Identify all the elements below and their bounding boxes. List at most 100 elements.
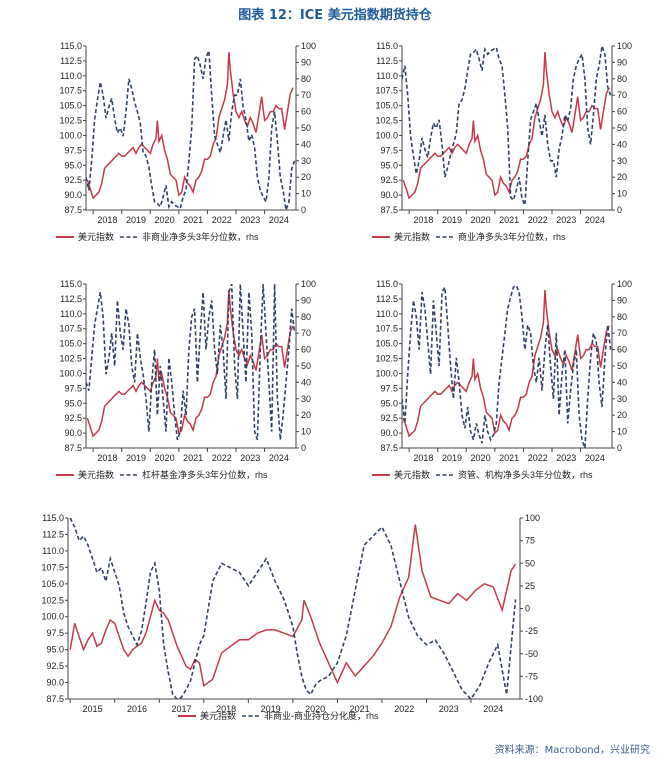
right-tick-label: 75 <box>525 536 535 546</box>
left-tick-label: 92.5 <box>46 661 64 671</box>
left-tick-label: 110.0 <box>376 71 398 81</box>
left-tick-label: 90.0 <box>64 428 82 438</box>
left-tick-label: 87.5 <box>380 205 398 215</box>
right-tick-label: 60 <box>301 107 311 117</box>
positioning-series-line <box>69 518 517 699</box>
right-tick-label: 25 <box>525 581 535 591</box>
figure-title: 图表 12：ICE 美元指数期货持仓 <box>238 8 432 23</box>
left-tick-label: 90.0 <box>380 190 398 200</box>
x-tick-label: 2021 <box>183 215 203 225</box>
right-tick-label: 40 <box>301 139 311 149</box>
chart-asset-managers: 87.5 90.0 92.5 95.0 97.5 100.0 102.5 105.0 107.5… <box>372 279 632 480</box>
right-tick-label: 20 <box>301 172 311 182</box>
right-tick-label: 50 <box>617 123 627 133</box>
legend-label-dollar-index: 美元指数 <box>200 710 236 721</box>
left-tick-label: 110.0 <box>42 546 64 556</box>
left-tick-label: 107.5 <box>41 562 64 572</box>
left-tick-label: 115.0 <box>376 41 398 51</box>
left-tick-label: 95.0 <box>64 160 82 170</box>
left-tick-label: 95.0 <box>380 398 398 408</box>
x-tick-label: 2019 <box>126 215 146 225</box>
left-tick-label: 110.0 <box>60 309 82 319</box>
right-tick-label: 60 <box>617 345 627 355</box>
left-tick-label: 112.5 <box>376 294 398 304</box>
x-tick-label: 2019 <box>126 453 146 463</box>
right-tick-label: 20 <box>617 410 627 420</box>
right-tick-label: 90 <box>301 295 311 305</box>
right-tick-label: 60 <box>617 107 627 117</box>
right-tick-label: 30 <box>301 394 311 404</box>
left-tick-label: 107.5 <box>59 324 82 334</box>
right-tick-label: 0 <box>301 205 306 215</box>
left-tick-label: 105.0 <box>59 339 82 349</box>
left-tick-label: 97.5 <box>380 383 398 393</box>
left-tick-label: 100.0 <box>41 612 64 622</box>
left-tick-label: 107.5 <box>375 324 398 334</box>
legend-label-positioning: 杠杆基金净多头3年分位数，rhs <box>142 469 268 480</box>
right-tick-label: 100 <box>525 513 540 523</box>
left-tick-label: 92.5 <box>64 175 82 185</box>
right-tick-label: 30 <box>301 156 311 166</box>
right-tick-label: 100 <box>301 279 316 289</box>
left-tick-label: 87.5 <box>380 443 398 453</box>
x-tick-label: 2020 <box>155 215 175 225</box>
left-tick-label: 115.0 <box>42 513 64 523</box>
x-tick-label: 2024 <box>585 215 605 225</box>
positioning-series-line <box>402 46 612 206</box>
right-tick-label: 40 <box>301 377 311 387</box>
x-tick-label: 2018 <box>216 704 236 714</box>
right-tick-label: 100 <box>617 279 632 289</box>
right-tick-label: -50 <box>525 649 538 659</box>
x-tick-label: 2022 <box>528 215 548 225</box>
x-tick-label: 2023 <box>240 215 260 225</box>
left-tick-label: 95.0 <box>64 398 82 408</box>
x-tick-label: 2018 <box>97 215 117 225</box>
x-tick-label: 2024 <box>483 704 503 714</box>
right-tick-label: 40 <box>617 377 627 387</box>
left-tick-label: 87.5 <box>46 694 64 704</box>
right-tick-label: 60 <box>301 345 311 355</box>
x-tick-label: 2020 <box>305 704 325 714</box>
right-tick-label: 10 <box>301 427 311 437</box>
x-tick-label: 2020 <box>471 453 491 463</box>
chart-noncommercial: 87.5 90.0 92.5 95.0 97.5 100.0 102.5 105.0 107.5… <box>56 41 316 242</box>
chart-leveraged-funds: 87.5 90.0 92.5 95.0 97.5 100.0 102.5 105.0 107.5… <box>56 279 316 480</box>
x-tick-label: 2017 <box>172 704 192 714</box>
right-tick-label: 30 <box>617 156 627 166</box>
chart-commercial: 87.5 90.0 92.5 95.0 97.5 100.0 102.5 105.0 107.5… <box>372 41 632 242</box>
left-tick-label: 102.5 <box>375 354 398 364</box>
left-tick-label: 112.5 <box>60 294 82 304</box>
positioning-series-line <box>86 284 296 441</box>
right-tick-label: 70 <box>617 90 627 100</box>
x-tick-label: 2019 <box>442 215 462 225</box>
left-tick-label: 105.0 <box>59 101 82 111</box>
x-tick-label: 2023 <box>240 453 260 463</box>
right-tick-label: 70 <box>301 328 311 338</box>
legend-label-positioning: 非商业净多头3年分位数，rhs <box>142 231 259 242</box>
x-tick-label: 2015 <box>82 704 102 714</box>
left-tick-label: 100.0 <box>59 368 82 378</box>
left-tick-label: 110.0 <box>60 71 82 81</box>
left-tick-label: 107.5 <box>375 86 398 96</box>
left-tick-label: 102.5 <box>59 354 82 364</box>
left-tick-label: 112.5 <box>376 56 398 66</box>
positioning-series-line <box>86 50 296 210</box>
right-tick-label: 0 <box>525 604 530 614</box>
right-tick-label: 20 <box>617 172 627 182</box>
left-tick-label: 95.0 <box>46 645 64 655</box>
left-tick-label: 107.5 <box>59 86 82 96</box>
right-tick-label: 0 <box>617 205 622 215</box>
left-tick-label: 97.5 <box>64 145 82 155</box>
left-tick-label: 100.0 <box>59 130 82 140</box>
left-tick-label: 87.5 <box>64 443 82 453</box>
right-tick-label: 10 <box>617 427 627 437</box>
right-tick-label: 70 <box>617 328 627 338</box>
right-tick-label: 0 <box>301 443 306 453</box>
x-tick-label: 2021 <box>350 704 370 714</box>
x-tick-label: 2024 <box>269 215 289 225</box>
left-tick-label: 102.5 <box>375 116 398 126</box>
positioning-series-line <box>402 284 612 448</box>
left-tick-label: 87.5 <box>64 205 82 215</box>
legend-label-positioning: 商业净多头3年分位数，rhs <box>458 231 566 242</box>
right-tick-label: 80 <box>301 312 311 322</box>
